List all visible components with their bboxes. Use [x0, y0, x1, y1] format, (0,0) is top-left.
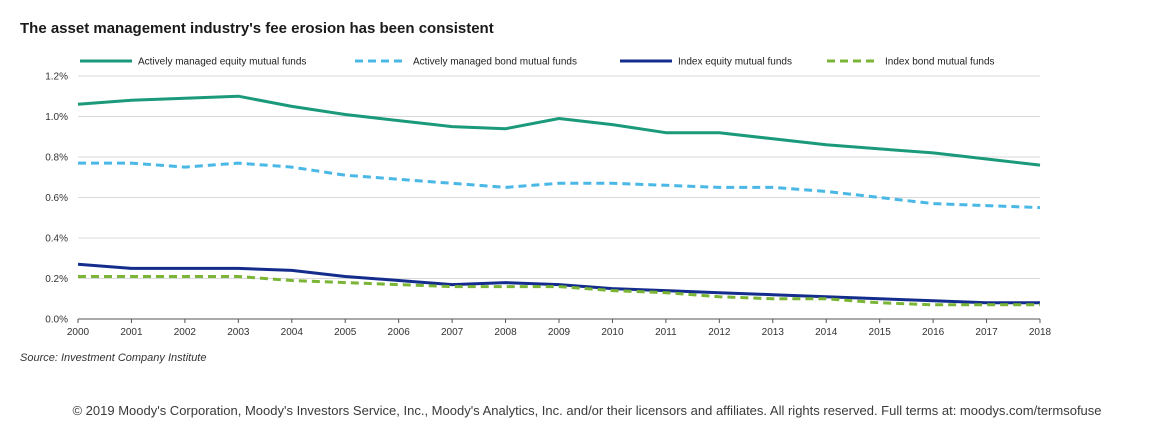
x-tick-label: 2018: [1029, 327, 1052, 338]
series-lines: [77, 94, 1041, 307]
x-tick-label: 2016: [922, 327, 945, 338]
x-tick-label: 2003: [227, 327, 250, 338]
y-tick-label: 1.2%: [45, 72, 68, 83]
x-tick-label: 2001: [120, 327, 143, 338]
copyright-notice: © 2019 Moody's Corporation, Moody's Inve…: [72, 403, 1102, 418]
legend: Actively managed equity mutual funds Acti…: [80, 57, 995, 68]
x-tick-label: 2002: [174, 327, 197, 338]
series-line-1: [77, 94, 1041, 167]
x-tick-label: 2013: [762, 327, 785, 338]
y-tick-label: 0.8%: [45, 153, 68, 164]
series-line-2: [78, 161, 1041, 210]
x-tick-label: 2007: [441, 327, 464, 338]
y-axis: 0.0% 0.2% 0.4% 0.6% 0.8% 1.0% 1.2%: [45, 72, 68, 326]
y-tick-label: 0.4%: [45, 234, 68, 245]
x-tick-label: 2005: [334, 327, 357, 338]
y-tick-label: 0.6%: [45, 193, 68, 204]
x-tick-label: 2009: [548, 327, 571, 338]
x-tick-label: 2008: [494, 327, 517, 338]
y-tick-label: 1.0%: [45, 112, 68, 123]
x-tick-label: 2011: [655, 327, 677, 338]
series-line-3: [77, 262, 1040, 305]
series-line-4: [78, 275, 1040, 307]
legend-label: Actively managed bond mutual funds: [413, 57, 577, 68]
x-axis: 2000 2001 2002 2003 2004 2005 2006 2007 2008 2009…: [67, 318, 1052, 338]
x-tick-label: 2006: [388, 327, 411, 338]
y-tick-label: 0.2%: [45, 274, 68, 285]
legend-label: Actively managed equity mutual funds: [138, 57, 306, 68]
chart-title: The asset management industry's fee eros…: [20, 20, 494, 37]
legend-label: Index equity mutual funds: [678, 57, 792, 68]
y-tick-label: 0.0%: [45, 315, 68, 326]
x-tick-label: 2000: [67, 327, 90, 338]
x-tick-label: 2010: [601, 327, 624, 338]
grid-lines: [78, 75, 1040, 279]
legend-label: Index bond mutual funds: [885, 57, 995, 68]
x-tick-label: 2015: [869, 327, 892, 338]
x-tick-label: 2004: [281, 327, 304, 338]
x-tick-label: 2012: [708, 327, 731, 338]
x-tick-label: 2017: [975, 327, 998, 338]
source-note: Source: Investment Company Institute: [20, 352, 207, 364]
x-tick-label: 2014: [815, 327, 838, 338]
